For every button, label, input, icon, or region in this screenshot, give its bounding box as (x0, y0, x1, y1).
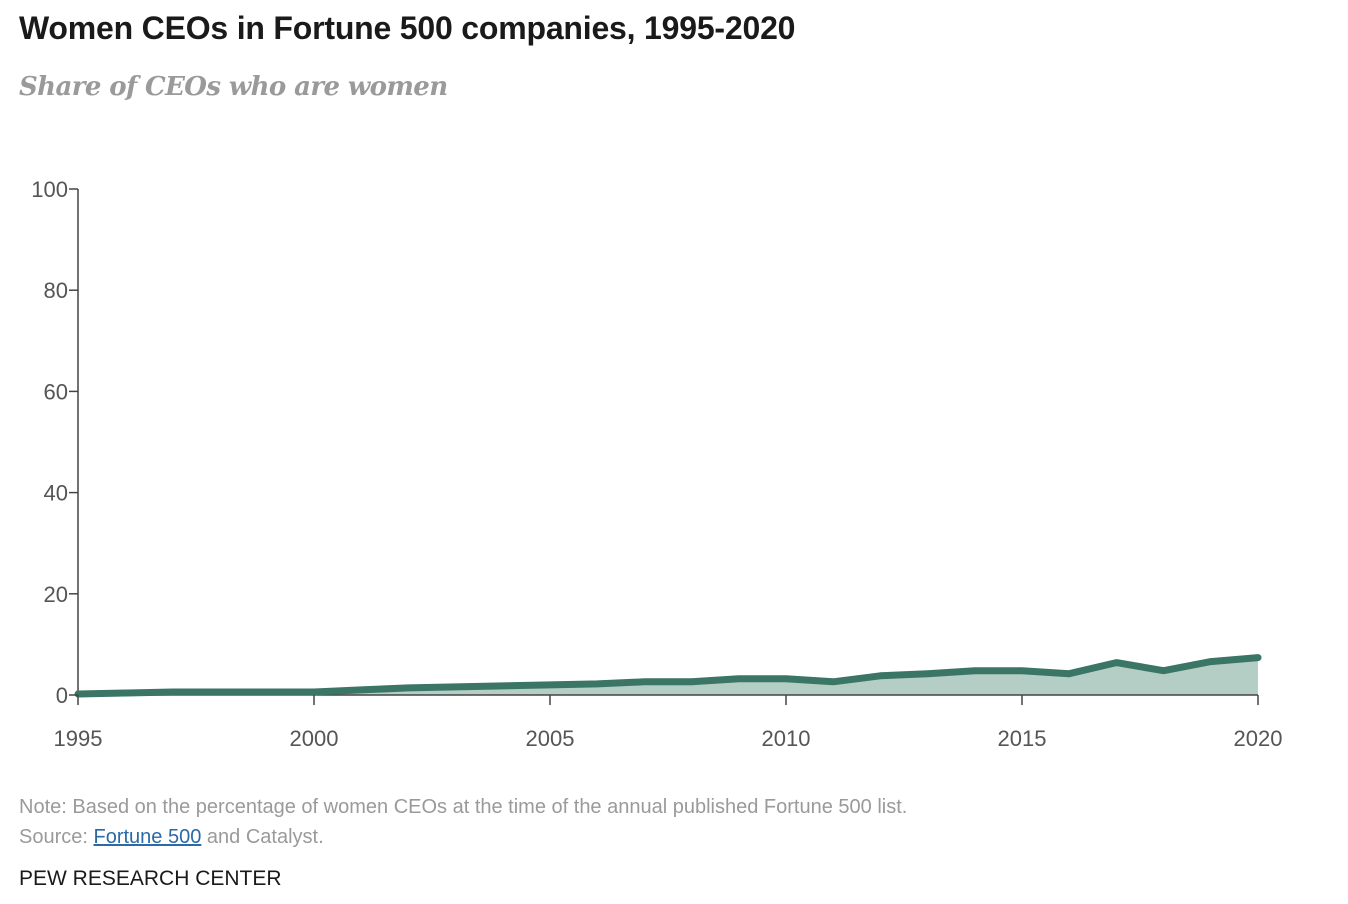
source-suffix: and Catalyst. (201, 826, 324, 848)
series-area-fill (78, 657, 1258, 695)
y-tick-label: 60 (44, 379, 68, 404)
x-tick-label: 2020 (1234, 726, 1283, 751)
x-axis-ticks: 1995 2000 2005 2010 2015 2020 (54, 695, 1283, 751)
x-tick-label: 2005 (526, 726, 575, 751)
chart-title: Women CEOs in Fortune 500 companies, 199… (19, 10, 796, 46)
y-tick-label: 20 (44, 582, 68, 607)
publisher-brand: PEW RESEARCH CENTER (19, 867, 282, 890)
x-tick-label: 2015 (998, 726, 1047, 751)
chart-footnote: Note: Based on the percentage of women C… (19, 792, 907, 852)
plot-area: 0 20 40 60 80 100 1995 2000 2005 2010 2015 2020 (31, 177, 1282, 751)
y-tick-label: 100 (31, 177, 68, 202)
source-prefix: Source: (19, 826, 94, 848)
chart-subtitle: Share of CEOs who are women (19, 72, 448, 102)
x-tick-label: 2010 (762, 726, 811, 751)
note-text: Note: Based on the percentage of women C… (19, 796, 908, 818)
source-link-fortune-500[interactable]: Fortune 500 (93, 826, 202, 848)
y-axis-ticks: 0 20 40 60 80 100 (31, 177, 78, 708)
series-line (74, 654, 1262, 698)
y-tick-label: 80 (44, 278, 68, 303)
y-tick-label: 40 (44, 481, 68, 506)
x-tick-label: 1995 (54, 726, 103, 751)
axes (77, 189, 1258, 696)
x-tick-label: 2000 (290, 726, 339, 751)
y-tick-label: 0 (56, 683, 68, 708)
